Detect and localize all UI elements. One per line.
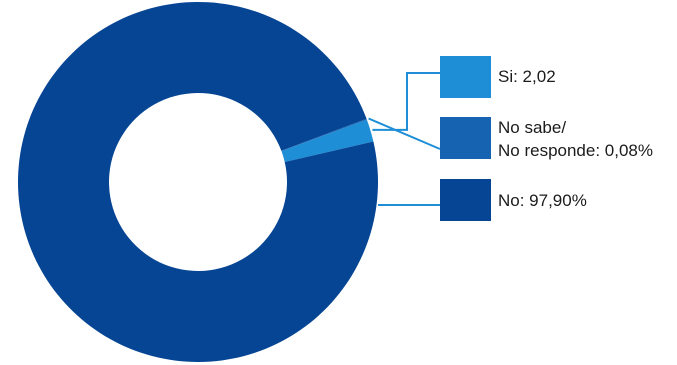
leader-lines	[368, 72, 441, 206]
leader-line-si	[372, 72, 440, 131]
legend-swatch-no-sabe	[440, 117, 491, 159]
legend-label-no-sabe-line2: No responde: 0,08%	[498, 141, 653, 160]
donut-slices	[18, 2, 379, 363]
legend-label-no-sabe-line1: No sabe/	[498, 118, 566, 137]
legend-swatch-si	[440, 56, 491, 98]
legend: Si: 2,02 No sabe/ No responde: 0,08% No:…	[440, 56, 653, 221]
leader-line-no-sabe	[368, 117, 441, 150]
legend-swatch-no	[440, 179, 491, 221]
legend-label-no-sabe: No sabe/ No responde: 0,08%	[498, 118, 653, 160]
slice-no	[18, 2, 379, 363]
slice-si	[281, 119, 374, 162]
legend-label-no: No: 97,90%	[498, 191, 587, 210]
legend-label-si: Si: 2,02	[498, 67, 556, 86]
slice-no-sabe	[281, 118, 367, 152]
